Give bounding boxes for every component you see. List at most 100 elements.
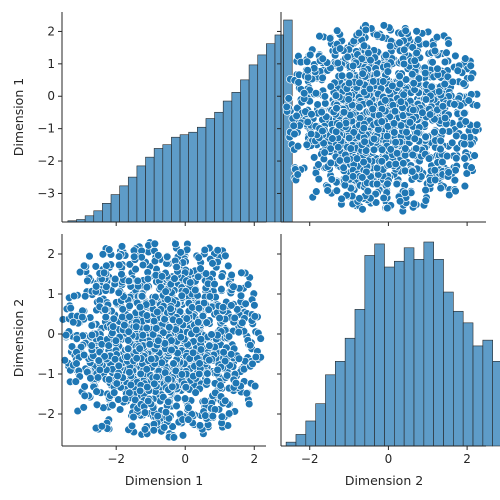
scatter-point — [172, 262, 181, 272]
scatter-point — [314, 160, 323, 169]
dim1-hist-bar — [257, 54, 267, 223]
scatter-point — [392, 179, 402, 189]
scatter-point — [200, 245, 210, 255]
scatter-point — [226, 350, 236, 359]
scatter-point — [61, 330, 71, 340]
scatter-point — [94, 356, 104, 365]
dim2-hist-bar — [334, 361, 346, 447]
scatter-point — [111, 336, 121, 345]
scatter-point — [234, 354, 244, 363]
scatter-point — [117, 270, 126, 279]
scatter-point — [180, 394, 190, 403]
dim1-hist-bar — [266, 43, 276, 223]
scatter-point — [161, 287, 170, 296]
scatter-point — [472, 101, 482, 110]
scatter-point — [171, 239, 180, 249]
scatter-point — [142, 365, 151, 374]
scatter-point — [436, 136, 445, 146]
scatter-dim2-vs-dim1-panel — [282, 21, 483, 216]
dim1-hist-bar — [222, 100, 233, 223]
scatter-point — [208, 259, 217, 268]
scatter-point — [217, 272, 227, 281]
scatter-point — [467, 163, 476, 172]
scatter-point — [401, 144, 410, 153]
scatter-point — [205, 355, 214, 365]
scatter-point — [167, 345, 176, 355]
scatter-point — [386, 145, 395, 154]
scatter-point — [358, 205, 367, 214]
dim2-hist-bar — [492, 361, 500, 447]
scatter-point — [323, 186, 332, 195]
histogram-dimension-2-panel — [285, 241, 500, 447]
scatter-point — [331, 91, 341, 100]
scatter-point — [230, 313, 239, 323]
scatter-point — [109, 388, 119, 397]
scatter-point — [125, 260, 135, 269]
scatter-point — [381, 50, 391, 60]
scatter-point — [326, 158, 336, 168]
scatter-point — [221, 251, 230, 261]
scatter-point — [405, 118, 415, 127]
scatter-point — [125, 312, 134, 322]
dim1-hist-bar — [197, 126, 207, 223]
scatter-point — [461, 54, 470, 63]
scatter-point — [318, 126, 327, 136]
scatter-point — [424, 154, 434, 163]
dim2-hist-bar — [423, 241, 434, 447]
scatter-point — [79, 403, 88, 412]
dim2-y-tick-label: −2 — [37, 407, 55, 421]
scatter-point — [85, 251, 94, 261]
dim1-hist-bar — [205, 118, 215, 223]
scatter-point — [123, 344, 133, 353]
y-axis-label-bottom: Dimension 2 — [11, 299, 26, 377]
scatter-point — [381, 96, 390, 105]
scatter-point — [69, 291, 79, 301]
dim2-x-tick-label: 0 — [385, 452, 393, 466]
scatter-point — [438, 127, 447, 136]
dim2-hist-bar — [295, 434, 307, 447]
scatter-point — [460, 181, 470, 191]
scatter-point — [395, 38, 404, 47]
scatter-point — [201, 411, 210, 420]
scatter-point — [169, 433, 179, 442]
scatter-point — [430, 166, 440, 175]
scatter-point — [450, 100, 459, 109]
scatter-point — [224, 409, 234, 418]
scatter-point — [352, 154, 362, 163]
scatter-point — [302, 57, 312, 66]
scatter-point — [366, 55, 375, 65]
scatter-point — [217, 412, 227, 421]
scatter-point — [91, 262, 101, 271]
scatter-point — [409, 79, 418, 88]
scatter-point — [177, 291, 187, 301]
scatter-point — [315, 31, 324, 41]
scatter-point — [363, 186, 373, 196]
scatter-point — [217, 284, 226, 294]
scatter-point — [115, 260, 124, 270]
scatter-point — [399, 159, 408, 168]
dim1-y-tick-label: 1 — [47, 57, 55, 71]
scatter-point — [192, 325, 201, 335]
scatter-point — [303, 73, 313, 82]
scatter-point — [327, 175, 337, 184]
scatter-point — [314, 174, 324, 184]
scatter-point — [337, 71, 347, 81]
scatter-point — [243, 280, 253, 289]
scatter-point — [177, 370, 187, 379]
dim2-hist-bar — [413, 259, 425, 447]
scatter-point — [198, 311, 208, 321]
scatter-point — [442, 151, 452, 161]
scatter-point — [440, 57, 450, 67]
scatter-point — [102, 282, 111, 292]
dim2-hist-bar — [325, 374, 336, 447]
scatter-point — [142, 323, 151, 333]
scatter-point — [138, 260, 148, 270]
scatter-point — [246, 341, 255, 350]
scatter-point — [213, 365, 222, 375]
scatter-point — [244, 399, 254, 409]
scatter-point — [162, 252, 172, 262]
scatter-point — [227, 270, 236, 280]
scatter-point — [129, 412, 138, 422]
y-axis-label-top: Dimension 1 — [11, 78, 26, 156]
scatter-point — [379, 21, 389, 30]
